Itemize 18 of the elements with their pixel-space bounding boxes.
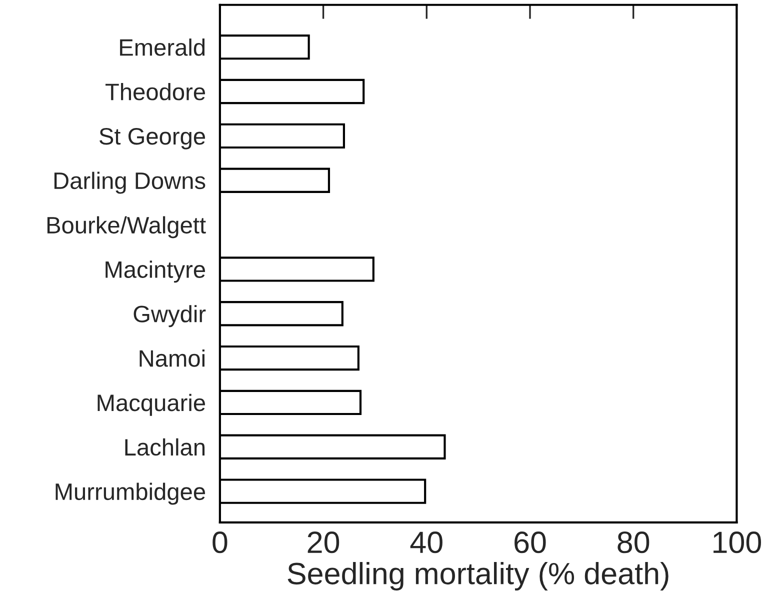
x-tick-label: 100: [714, 532, 761, 554]
x-tick-label: 0: [212, 532, 228, 554]
y-tick-label: Namoi: [140, 349, 204, 367]
y-tick-label: Macquarie: [98, 394, 206, 416]
x-tick-label: 60: [514, 532, 546, 554]
y-tick-label: Darling Downs: [54, 172, 206, 194]
x-axis-title: Seedling mortality (% death): [288, 562, 668, 590]
x-tick-label: 80: [618, 532, 650, 554]
y-tick-label: Emerald: [120, 38, 205, 56]
y-tick-label: Lachlan: [125, 438, 205, 456]
y-tick-label: Theodore: [106, 82, 206, 100]
y-tick-label: Gwydir: [134, 305, 206, 328]
y-tick-label: Macintyre: [106, 260, 205, 283]
y-tick-label: St George: [100, 128, 206, 150]
x-tick-label: 40: [410, 532, 442, 554]
y-tick-label: Murrumbidgee: [56, 482, 206, 505]
x-tick-label: 20: [308, 532, 340, 554]
y-tick-label: Bourke/Walgett: [47, 216, 206, 238]
